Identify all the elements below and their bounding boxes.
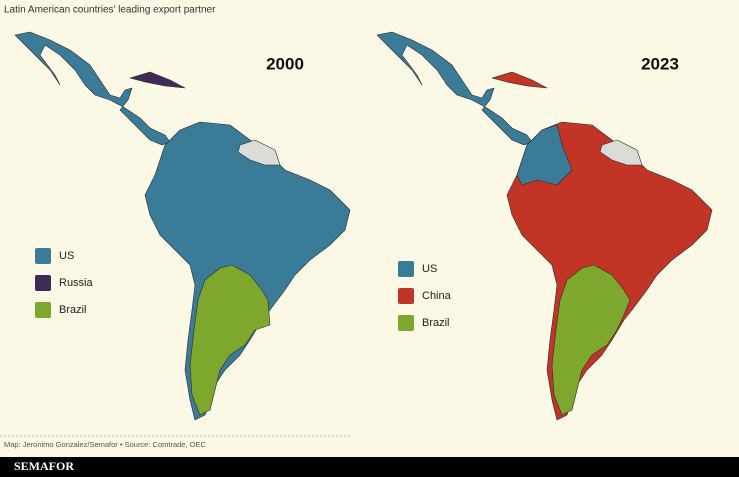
footer-bar [0, 457, 739, 477]
colombia [516, 124, 573, 186]
legend-label: Brazil [422, 317, 450, 329]
guianas [237, 139, 281, 166]
mexico-central-america [14, 31, 171, 146]
legend-swatch [398, 315, 414, 331]
legend-swatch [35, 302, 51, 318]
cuba [129, 71, 186, 89]
legend-label: Brazil [59, 304, 87, 316]
brand: SEMAFOR [14, 459, 74, 473]
legend-label: US [422, 263, 437, 275]
mexico-central-america [376, 31, 533, 146]
legend-label: Russia [59, 277, 94, 289]
map-2023: 2023 [376, 31, 713, 421]
cuba [491, 71, 548, 89]
source: Map: Jeronimo Gonzalez/Semafor • Source:… [4, 440, 206, 449]
legend-label: US [59, 250, 74, 262]
year: 2023 [641, 54, 679, 73]
legend-label: China [422, 290, 452, 302]
legend-swatch [35, 248, 51, 264]
legend-swatch [35, 275, 51, 291]
legend: US Russia Brazil [35, 248, 94, 318]
south-america [144, 121, 351, 421]
year: 2000 [266, 54, 304, 73]
guianas [599, 139, 643, 166]
southern-cone [551, 264, 631, 416]
legend: US China Brazil [398, 261, 452, 331]
legend-swatch [398, 288, 414, 304]
southern-cone [189, 264, 271, 416]
map-2000: 2000 [14, 31, 351, 421]
title: Latin American countries’ leading export… [4, 5, 216, 16]
legend-swatch [398, 261, 414, 277]
